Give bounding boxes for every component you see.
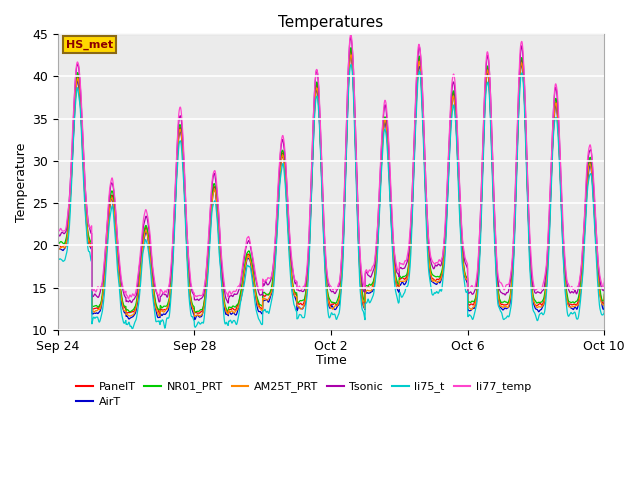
AM25T_PRT (54, 246, 61, 252)
AM25T_PRT (374, 244, 381, 250)
li75_t (99, 301, 107, 307)
li77_temp (228, 289, 236, 295)
li77_temp (374, 227, 381, 232)
li75_t (512, 205, 520, 211)
AirT (179, 156, 187, 162)
li77_temp (54, 227, 61, 233)
li77_temp (179, 140, 187, 145)
AirT (634, 298, 640, 303)
Tsonic (99, 274, 107, 279)
AM25T_PRT (634, 297, 640, 302)
Text: HS_met: HS_met (66, 39, 113, 49)
li77_temp (172, 171, 180, 177)
AirT (512, 196, 520, 202)
NR01_PRT (634, 290, 640, 296)
Line: Tsonic: Tsonic (58, 37, 638, 303)
PanelT (634, 293, 640, 299)
AirT (228, 311, 236, 316)
Tsonic (179, 141, 187, 147)
NR01_PRT (179, 150, 187, 156)
AirT (191, 317, 198, 323)
AirT (172, 197, 179, 203)
AM25T_PRT (191, 313, 198, 319)
li77_temp (99, 268, 107, 274)
li75_t (54, 254, 61, 260)
Tsonic (374, 228, 381, 234)
AM25T_PRT (512, 194, 520, 200)
li77_temp (125, 296, 132, 302)
AM25T_PRT (179, 156, 187, 162)
li77_temp (512, 172, 520, 178)
Tsonic (228, 293, 236, 299)
PanelT (347, 47, 355, 52)
NR01_PRT (191, 309, 199, 315)
Y-axis label: Temperature: Temperature (15, 142, 28, 222)
li75_t (179, 172, 187, 178)
NR01_PRT (228, 303, 236, 309)
Legend: PanelT, AirT, NR01_PRT, AM25T_PRT, Tsonic, li75_t, li77_temp: PanelT, AirT, NR01_PRT, AM25T_PRT, Tsoni… (72, 377, 536, 411)
AM25T_PRT (172, 197, 179, 203)
PanelT (512, 191, 520, 197)
li75_t (228, 320, 236, 325)
NR01_PRT (374, 240, 381, 246)
li75_t (374, 253, 381, 259)
AirT (54, 247, 61, 253)
li75_t (347, 62, 355, 68)
NR01_PRT (172, 191, 179, 196)
AM25T_PRT (228, 308, 236, 314)
PanelT (374, 243, 381, 249)
AM25T_PRT (347, 52, 355, 58)
Tsonic (347, 35, 355, 40)
Tsonic (512, 180, 520, 185)
NR01_PRT (54, 240, 61, 246)
Title: Temperatures: Temperatures (278, 15, 383, 30)
AirT (374, 247, 381, 253)
li77_temp (634, 274, 640, 280)
PanelT (172, 188, 180, 194)
li75_t (172, 197, 180, 203)
PanelT (99, 286, 107, 292)
Tsonic (54, 230, 61, 236)
Tsonic (172, 183, 179, 189)
PanelT (54, 241, 61, 247)
NR01_PRT (347, 45, 355, 50)
PanelT (156, 311, 164, 317)
PanelT (228, 305, 236, 311)
Line: NR01_PRT: NR01_PRT (58, 48, 638, 312)
Tsonic (224, 300, 232, 306)
Line: AM25T_PRT: AM25T_PRT (58, 55, 638, 316)
li77_temp (347, 31, 355, 37)
NR01_PRT (512, 189, 520, 195)
li75_t (634, 304, 640, 310)
Line: PanelT: PanelT (58, 49, 638, 314)
AirT (99, 288, 107, 294)
li75_t (129, 326, 136, 332)
Tsonic (634, 279, 640, 285)
PanelT (179, 160, 187, 166)
AirT (347, 52, 355, 58)
Line: li77_temp: li77_temp (58, 34, 638, 299)
NR01_PRT (99, 282, 107, 288)
AM25T_PRT (99, 288, 107, 293)
X-axis label: Time: Time (316, 354, 346, 367)
Line: AirT: AirT (58, 55, 638, 320)
Line: li75_t: li75_t (58, 65, 638, 329)
